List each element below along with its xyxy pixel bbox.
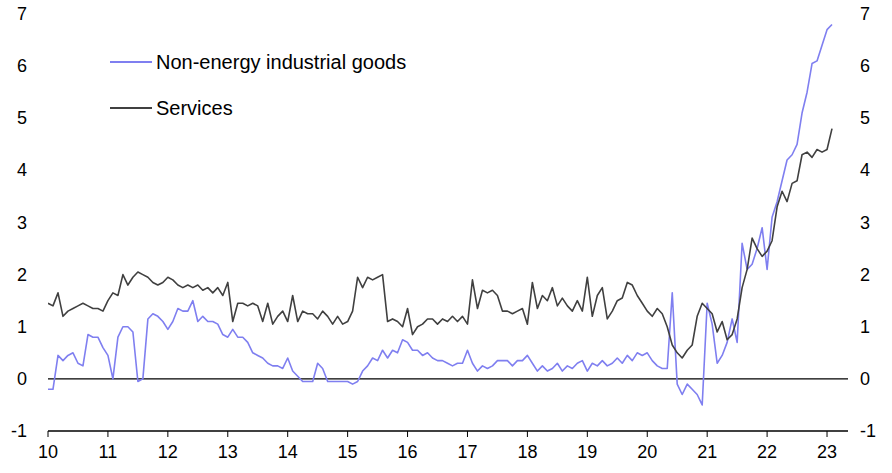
- y2-tick-label: 3: [860, 213, 870, 233]
- y-tick-label: 4: [17, 160, 27, 180]
- x-tick-label: 11: [99, 442, 118, 462]
- x-tick: [707, 431, 708, 437]
- x-tick: [347, 431, 348, 437]
- x-tick: [827, 431, 828, 437]
- x-tick-label: 13: [218, 442, 238, 462]
- x-tick-label: 20: [637, 442, 657, 462]
- plot-area: [48, 24, 832, 405]
- chart: -101234567-10123456710111213141516171819…: [0, 0, 892, 473]
- x-tick: [647, 431, 648, 437]
- y-tick-label: 3: [17, 213, 27, 233]
- y2-tick-label: 6: [860, 56, 870, 76]
- zero-line: [48, 378, 848, 379]
- x-tick: [767, 431, 768, 437]
- x-tick-label: 14: [278, 442, 298, 462]
- y2-tick-label: 2: [860, 265, 870, 285]
- legend-label: Non-energy industrial goods: [156, 51, 406, 73]
- y-tick-label: 1: [17, 317, 27, 337]
- x-tick: [167, 431, 168, 437]
- series-line: [48, 129, 832, 358]
- series-line: [48, 24, 832, 405]
- y-tick-label: 7: [17, 4, 27, 24]
- y2-tick-label: 7: [860, 4, 870, 24]
- x-tick-label: 17: [457, 442, 477, 462]
- x-tick-label: 18: [517, 442, 537, 462]
- y-tick-label: 6: [17, 56, 27, 76]
- x-tick-label: 23: [817, 442, 837, 462]
- legend-swatch: [110, 107, 152, 109]
- x-tick-label: 19: [577, 442, 597, 462]
- x-tick-label: 21: [697, 442, 717, 462]
- x-tick: [407, 431, 408, 437]
- x-tick: [48, 431, 49, 437]
- y-tick-label: -1: [11, 421, 27, 441]
- x-tick: [107, 431, 108, 437]
- legend-label: Services: [156, 97, 233, 119]
- y2-tick-label: 4: [860, 160, 870, 180]
- x-tick: [227, 431, 228, 437]
- y-tick-label: 5: [17, 108, 27, 128]
- x-tick-label: 12: [158, 442, 178, 462]
- x-tick-label: 10: [38, 442, 58, 462]
- x-tick-label: 22: [757, 442, 777, 462]
- y2-tick-label: 5: [860, 108, 870, 128]
- x-tick-label: 16: [398, 442, 418, 462]
- y2-tick-label: -1: [860, 421, 876, 441]
- y-tick-label: 0: [17, 369, 27, 389]
- y2-tick-label: 1: [860, 317, 870, 337]
- x-tick: [587, 431, 588, 437]
- legend-swatch: [110, 61, 152, 63]
- y-tick-label: 2: [17, 265, 27, 285]
- page: {"chart_data": { "type": "line", "x": [2…: [0, 0, 892, 473]
- x-tick-label: 15: [338, 442, 358, 462]
- x-tick: [527, 431, 528, 437]
- x-tick: [287, 431, 288, 437]
- x-tick: [467, 431, 468, 437]
- y2-tick-label: 0: [860, 369, 870, 389]
